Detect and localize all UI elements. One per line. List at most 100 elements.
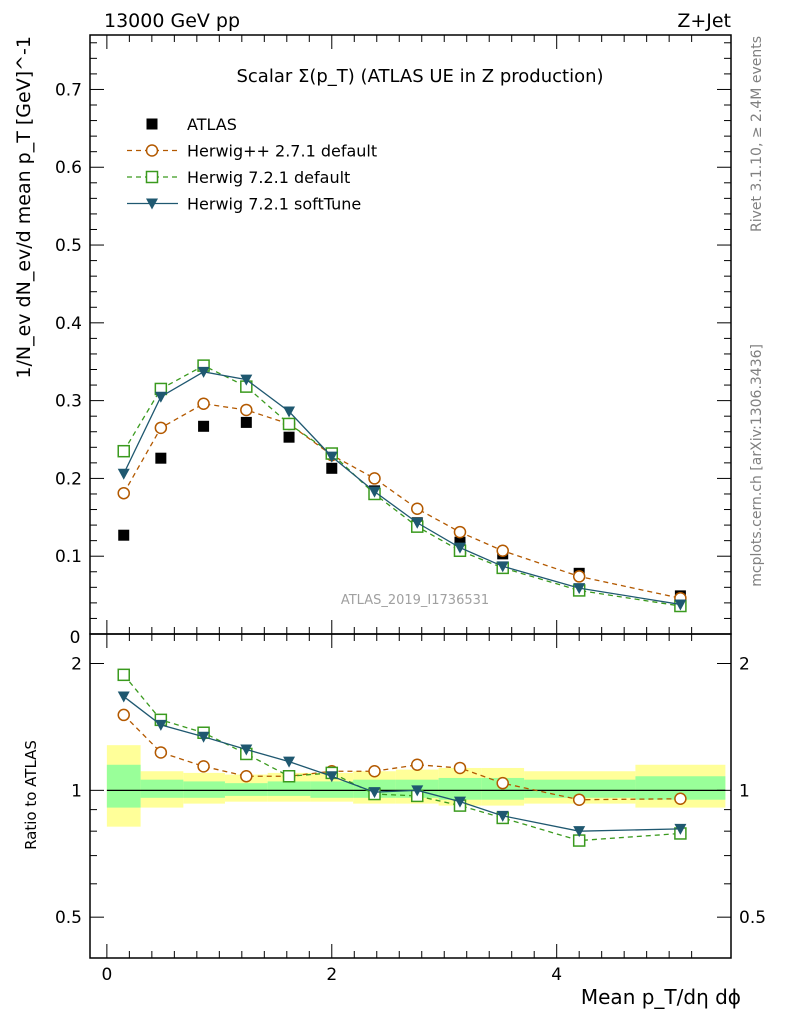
- main-grid-ticks: 0.1 0.2 0.3 0.4 0.5 0.6 0.7: [55, 35, 731, 634]
- ratio-herwig-7-2-1-softtune-point: [411, 785, 424, 797]
- legend-atlas-label: ATLAS: [187, 115, 237, 134]
- x-tick-labels: 0 2 4: [101, 965, 562, 985]
- main-y-tick-label: 0.2: [55, 469, 82, 489]
- herwig-2-7-1-default-point: [117, 486, 130, 500]
- uncertainty-band-green: [267, 781, 311, 796]
- ratio-herwig-2-7-1-default-point: [496, 776, 509, 790]
- reference-label: ATLAS_2019_I1736531: [341, 593, 489, 608]
- mcplots-label: mcplots.cern.ch [arXiv:1306.3436]: [749, 344, 765, 587]
- ratio-herwig-7-2-1-default-line: [123, 674, 681, 842]
- ratio-herwig-7-2-1-softtune-point: [453, 796, 466, 808]
- process-label: Z+Jet: [677, 10, 731, 32]
- ratio-herwig-7-2-1-softtune-point: [117, 691, 130, 703]
- ratio-herwig-2-7-1-default-point: [453, 761, 467, 775]
- herwig-7-2-1-default-point: [282, 417, 296, 431]
- ratio-herwig-7-2-1-softtune-line: [123, 695, 681, 832]
- herwig-7-2-1-softtune-line: [123, 371, 681, 606]
- herwig-2-7-1-default-point: [240, 403, 253, 417]
- ratio-herwig-2-7-1-default-point: [154, 746, 168, 759]
- herwig-7-2-1-softtune-point: [325, 451, 338, 463]
- herwig-7-2-1-softtune-point: [197, 366, 210, 378]
- herwig-7-2-1-softtune-point: [240, 374, 253, 386]
- main-title: Scalar Σ(p_T) (ATLAS UE in Z production): [236, 66, 603, 87]
- legend-herwig-7-2-1-default-label: Herwig 7.2.1 default: [187, 168, 350, 187]
- x-tick-label: 4: [551, 965, 562, 985]
- ratio-panel: 0.5 0.5 1 1 2 2 Ratio to ATLAS 0 2 4 Mean p_T/d…: [22, 633, 766, 1009]
- x-tick-label: 2: [326, 965, 337, 985]
- herwig-7-2-1-softtune-point: [283, 406, 296, 418]
- uncertainty-band-green: [438, 777, 482, 800]
- x-tick-label: 0: [101, 965, 112, 985]
- herwig-7-2-1-default-point: [117, 444, 130, 458]
- main-panel: 0.1 0.2 0.3 0.4 0.5 0.6 0.7 0 Scalar Σ(p_T) (A…: [13, 34, 732, 648]
- atlas-point: [326, 462, 338, 474]
- ratio-herwig-7-2-1-softtune-point: [496, 810, 509, 822]
- main-y-tick-label: 0.5: [55, 236, 82, 256]
- ratio-herwig-2-7-1-default-point: [197, 760, 210, 773]
- ratio-y-tick-label: 2: [71, 655, 82, 675]
- legend: ATLAS Herwig++ 2.7.1 default Herwig 7.2.1 …: [127, 115, 377, 214]
- ratio-series-layer: [117, 668, 687, 847]
- herwig-2-7-1-default-point: [154, 421, 168, 435]
- energy-label: 13000 GeV pp: [104, 10, 240, 32]
- ratio-herwig-2-7-1-default-point: [240, 770, 253, 783]
- atlas-point: [283, 431, 295, 443]
- main-y-axis-label: 1/N_ev dN_ev/d mean p_T [GeV]^-1: [13, 36, 35, 379]
- ratio-herwig-7-2-1-softtune-point: [573, 826, 586, 838]
- ratio-herwig-2-7-1-default-point: [368, 764, 381, 778]
- herwig-2-7-1-default-point: [197, 397, 210, 410]
- herwig-7-2-1-softtune-point: [117, 468, 130, 480]
- rivet-version-label: Rivet 3.1.10, ≥ 2.4M events: [749, 36, 765, 232]
- ratio-herwig-7-2-1-softtune-point: [197, 731, 210, 743]
- herwig-2-7-1-default-point: [453, 525, 467, 539]
- main-y-tick-label: 0.6: [55, 158, 82, 178]
- ratio-herwig-2-7-1-default-point: [572, 793, 586, 806]
- herwig-7-2-1-softtune-point: [496, 561, 509, 573]
- legend-herwig-7-2-1-softtune-label: Herwig 7.2.1 softTune: [187, 195, 361, 214]
- ratio-herwig-7-2-1-softtune-point: [283, 756, 296, 768]
- herwig-7-2-1-softtune-point: [573, 583, 586, 595]
- ratio-herwig-2-7-1-default-point: [410, 758, 424, 772]
- legend-herwig-2-7-1-default-label: Herwig++ 2.7.1 default: [187, 142, 377, 161]
- legend-herwig-7-2-1-default-marker: [145, 170, 159, 184]
- uncertainty-band-green: [310, 781, 354, 798]
- herwig-2-7-1-default-point: [410, 502, 424, 516]
- main-zero-tick-label: 0: [70, 628, 81, 648]
- uncertainty-band-green: [183, 781, 225, 798]
- atlas-point: [454, 536, 466, 548]
- main-y-tick-label: 0.7: [55, 80, 82, 100]
- herwig-2-7-1-default-point: [572, 570, 586, 583]
- atlas-point: [240, 416, 252, 428]
- ratio-y-tick-label-right: 2: [739, 655, 750, 675]
- ratio-herwig-7-2-1-default-point: [117, 668, 130, 682]
- ratio-y-tick-label: 1: [71, 781, 82, 801]
- herwig-7-2-1-softtune-point: [368, 486, 381, 498]
- ratio-y-axis-label: Ratio to ATLAS: [22, 740, 40, 850]
- uncertainty-band-green: [106, 764, 141, 808]
- herwig-2-7-1-default-point: [496, 544, 509, 558]
- ratio-herwig-7-2-1-softtune-point: [154, 719, 167, 731]
- herwig-7-2-1-softtune-point: [674, 599, 687, 611]
- ratio-herwig-2-7-1-default-point: [117, 708, 130, 722]
- ratio-herwig-7-2-1-softtune-point: [674, 823, 687, 835]
- main-y-tick-label: 0.4: [55, 314, 82, 334]
- ratio-y-tick-label-right: 0.5: [739, 908, 766, 928]
- main-y-tick-label: 0.1: [55, 547, 82, 567]
- atlas-point: [155, 452, 167, 464]
- legend-herwig-7-2-1-softtune-marker: [146, 198, 158, 210]
- herwig-7-2-1-softtune-point: [411, 517, 424, 529]
- herwig-7-2-1-softtune-point: [453, 542, 466, 554]
- herwig-7-2-1-softtune-point: [154, 391, 167, 403]
- atlas-point: [118, 529, 130, 541]
- ratio-herwig-2-7-1-default-point: [674, 792, 687, 806]
- legend-herwig-2-7-1-default-marker: [145, 144, 159, 157]
- ratio-herwig-2-7-1-default-line: [123, 714, 681, 801]
- herwig-2-7-1-default-line: [123, 403, 681, 599]
- ratio-y-tick-label-right: 1: [739, 781, 750, 801]
- ratio-herwig-7-2-1-softtune-point: [368, 787, 381, 799]
- ratio-herwig-7-2-1-default-point: [282, 770, 296, 783]
- herwig-2-7-1-default-point: [368, 472, 381, 485]
- ratio-grid-ticks: 0.5 0.5 1 1 2 2: [55, 634, 766, 958]
- uncertainty-band-green: [224, 783, 268, 796]
